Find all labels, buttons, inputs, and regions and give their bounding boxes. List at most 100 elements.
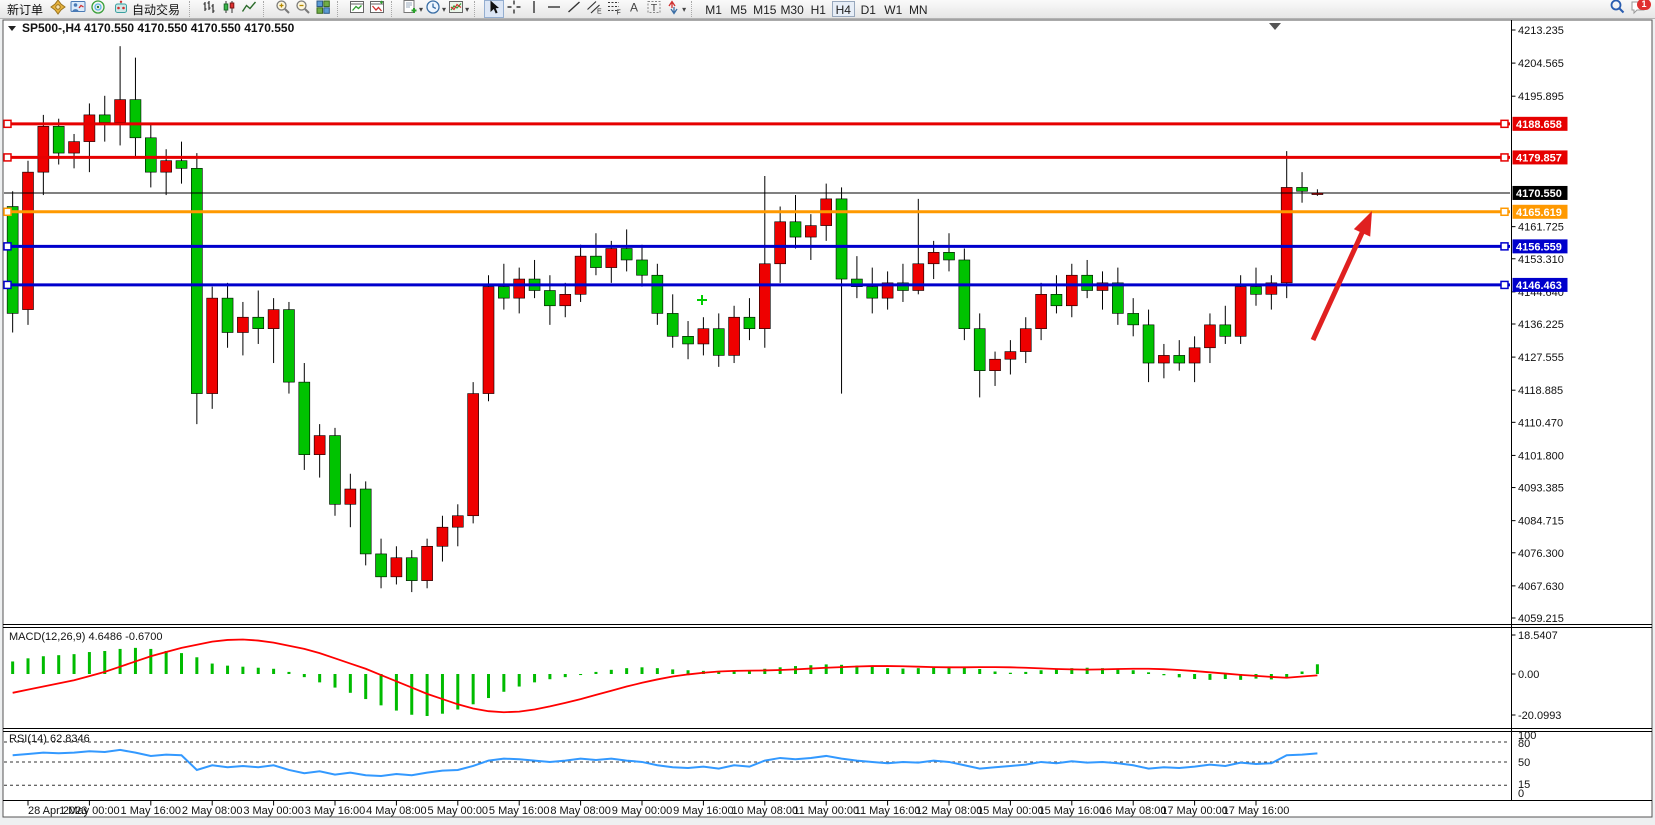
chat-button[interactable]: 1 [1627,0,1651,18]
seal-button[interactable] [48,0,68,18]
candle-down [590,255,602,268]
price-tick-label: 4084.715 [1518,516,1564,528]
candle-down [620,248,633,261]
indicator-window-icon [349,0,365,20]
level-line-anchor[interactable] [1500,153,1509,162]
text-label-tool-button[interactable]: T [644,0,664,18]
indicator-window-button[interactable] [347,0,367,18]
candle-down [1173,355,1186,364]
current-price-badge [1512,185,1568,200]
timeframe-button-H4[interactable]: H4 [831,1,855,17]
level-price-badge [1512,116,1568,131]
timeframe-button-W1[interactable]: W1 [884,3,903,17]
candle-up [513,278,526,299]
auto-trading-icon [113,0,129,19]
candle-down [1142,324,1155,364]
timeframe-clock-icon [425,0,441,20]
new-chart-button[interactable]: ▾ [401,0,424,18]
signal-icon [90,0,106,20]
timeframe-button-H1[interactable]: H1 [810,3,826,17]
chevron-down-icon: ▾ [442,4,447,14]
chart-template-button[interactable]: ▾ [447,0,470,18]
signal-button[interactable] [88,0,108,18]
auto-trading-button[interactable]: 自动交易 [108,0,185,18]
candle-up [1265,282,1278,295]
tile-windows-button[interactable] [313,0,333,18]
level-line-anchor[interactable] [3,153,12,162]
horizontal-line-icon [546,0,562,20]
level-price-badge-label: 4156.559 [1516,241,1562,253]
candle-down [851,278,863,287]
level-line-anchor[interactable] [1500,280,1509,290]
line-chart-icon [241,0,257,20]
market-watch-icon [70,0,86,20]
level-price-badge [1512,239,1568,254]
time-tick-label: 5 May 00:00 [428,805,489,817]
chart-template-icon [448,0,464,20]
chart-frame [2,19,1653,818]
price-tick-label: 4204.565 [1518,58,1564,70]
level-line-anchor[interactable] [3,207,12,217]
candle-up [114,99,126,123]
current-price-badge-label: 4170.550 [1516,188,1562,200]
market-watch-button[interactable] [68,0,88,18]
candlestick-chart-icon [221,0,237,20]
timeframe-button-M15[interactable]: M15 [753,3,777,17]
horizontal-line-tool-button[interactable] [544,0,564,18]
candle-up [805,225,817,238]
candle-down [191,168,203,394]
symbol-dropdown-icon[interactable] [8,26,16,31]
candle-down [405,557,418,581]
fibonacci-tool-button[interactable]: F [604,0,624,18]
trend-arrow[interactable] [1310,226,1367,342]
timeframe-button-MN[interactable]: MN [908,3,928,17]
level-line-anchor[interactable] [3,280,12,290]
trend-arrow-head[interactable] [1353,211,1372,237]
line-chart-button[interactable] [239,0,259,18]
timeframe-button-M5[interactable]: M5 [730,3,747,17]
level-line-anchor[interactable] [3,119,12,129]
timeframe-button-M1[interactable]: M1 [705,3,722,17]
candle-up [881,282,894,299]
new-order-button[interactable]: 新订单 [2,0,48,18]
level-line-anchor[interactable] [3,242,12,251]
level-line-anchor[interactable] [1500,242,1509,251]
candle-up [37,126,50,173]
chart-shift-marker[interactable] [1269,23,1281,30]
price-tick-label: 4195.895 [1518,91,1564,103]
equidistant-channel-tool-button[interactable]: E [584,0,604,18]
candle-down [252,316,265,329]
time-tick-label: 8 May 08:00 [550,805,611,817]
vertical-line-tool-button[interactable] [524,0,544,18]
timeframe-button-M30[interactable]: M30 [780,3,804,17]
candle-up [421,545,433,581]
level-line-anchor[interactable] [1500,119,1509,129]
search-button[interactable] [1607,0,1627,18]
level-price-badge-label: 4188.658 [1516,119,1562,131]
zoom-out-button[interactable] [293,0,313,18]
cursor-tool-button[interactable] [484,0,505,18]
time-tick-label: 2 May 08:00 [182,805,243,817]
indicator-list-button[interactable] [367,0,387,18]
timeframe-clock-button[interactable]: ▾ [424,0,447,18]
main-toolbar: 新订单 自动交易 ▾ ▾ ▾ E F A T ▾ M1 M5 M15 M30 H1 H4 D… [0,0,1655,19]
time-tick-label: 10 May 08:00 [731,805,798,817]
rsi-scale-label: 15 [1518,779,1530,791]
level-price-badge [1512,204,1568,219]
bar-chart-button[interactable] [199,0,219,18]
plus-marker[interactable] [697,295,707,305]
candlestick-chart-button[interactable] [219,0,239,18]
candle-down [283,309,295,383]
level-line-anchor[interactable] [1500,207,1509,217]
zoom-in-button[interactable] [273,0,293,18]
candle-down [298,381,311,455]
crosshair-tool-button[interactable] [504,0,524,18]
time-tick-label: 15 May 16:00 [1038,805,1105,817]
candle-down [866,286,879,299]
timeframe-button-D1[interactable]: D1 [860,3,876,17]
fibonacci-icon: F [606,0,622,20]
text-tool-button[interactable]: A [624,0,644,18]
arrows-tool-button[interactable]: ▾ [664,0,687,18]
trend-line-tool-button[interactable] [564,0,584,18]
